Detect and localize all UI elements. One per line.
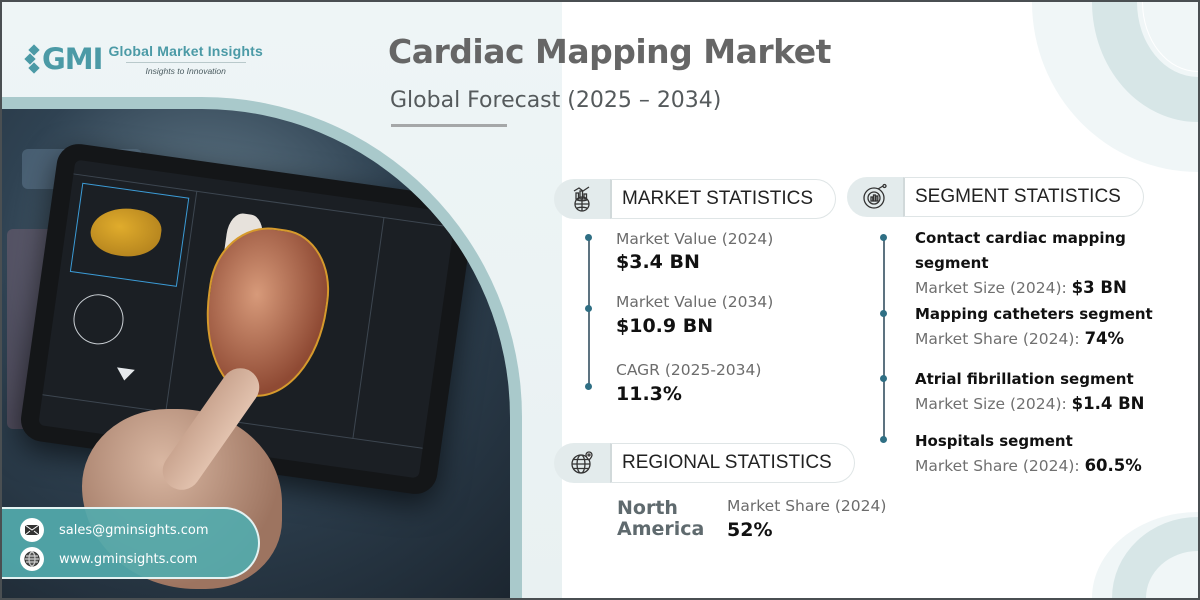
region-name: North America (617, 498, 704, 540)
segment-timeline (883, 237, 885, 442)
email-link[interactable]: sales@gminsights.com (20, 518, 209, 542)
mail-icon (20, 518, 44, 542)
page-title: Cardiac Mapping Market (388, 32, 831, 71)
cagr-label: CAGR (2025-2034) (616, 361, 762, 379)
heart-3d-model (194, 220, 338, 406)
hero-photo (2, 109, 510, 598)
market-value-2034: $10.9 BN (616, 315, 714, 337)
globe-pin-icon (554, 443, 610, 483)
gmi-logo[interactable]: GMI Global Market Insights Insights to I… (24, 42, 263, 76)
regional-statistics-header: REGIONAL STATISTICS (554, 443, 855, 483)
title-underline (391, 124, 507, 127)
market-timeline (588, 237, 590, 387)
segment-catheters-metric: Market Share (2024): 74% (915, 329, 1124, 348)
region-name-line2: America (617, 518, 705, 540)
region-name-line1: North (617, 497, 678, 519)
contact-email[interactable]: sales@gminsights.com (59, 522, 209, 538)
metric-value: $1.4 BN (1071, 394, 1145, 413)
regional-statistics-title: REGIONAL STATISTICS (610, 443, 855, 483)
segment-contact-title: Contact cardiac mapping (915, 229, 1126, 247)
metric-value: $3 BN (1071, 278, 1127, 297)
page-subtitle: Global Forecast (2025 – 2034) (390, 88, 722, 113)
segment-hospitals-title: Hospitals segment (915, 432, 1073, 450)
globe-icon (20, 547, 44, 571)
timeline-dot (585, 234, 592, 241)
metric-label: Market Size (2024): (915, 279, 1072, 297)
timeline-dot (880, 375, 887, 382)
brand-tagline: Insights to Innovation (145, 65, 226, 76)
timeline-dot (880, 436, 887, 443)
segment-hospitals-metric: Market Share (2024): 60.5% (915, 456, 1142, 475)
mini-heart-view (69, 182, 190, 287)
market-value-2034-label: Market Value (2034) (616, 293, 774, 311)
market-statistics-header: MARKET STATISTICS (554, 179, 837, 219)
metric-label: Market Share (2024): (915, 330, 1085, 348)
contact-website[interactable]: www.gminsights.com (59, 551, 198, 567)
orientation-gauge (70, 291, 127, 348)
timeline-dot (880, 234, 887, 241)
diamond-icon (24, 44, 40, 74)
segment-af-metric: Market Size (2024): $1.4 BN (915, 394, 1145, 413)
segment-contact-title-cont: segment (915, 254, 989, 272)
segment-pie-icon (847, 177, 903, 217)
region-metric-value: 52% (727, 519, 773, 541)
metric-value: 74% (1084, 329, 1125, 348)
marker-triangle (115, 367, 135, 382)
brand-name: Global Market Insights (108, 42, 263, 59)
logo-letters: GMI (42, 42, 103, 76)
market-value-2024-label: Market Value (2024) (616, 230, 774, 248)
globe-chart-icon (554, 179, 610, 219)
metric-label: Market Share (2024): (915, 457, 1085, 475)
segment-statistics-header: SEGMENT STATISTICS (847, 177, 1144, 217)
segment-catheters-title: Mapping catheters segment (915, 305, 1153, 323)
metric-value: 60.5% (1084, 456, 1142, 475)
website-link[interactable]: www.gminsights.com (20, 547, 197, 571)
segment-statistics-title: SEGMENT STATISTICS (903, 177, 1144, 217)
logo-text: Global Market Insights Insights to Innov… (108, 43, 263, 76)
timeline-dot (585, 305, 592, 312)
segment-af-title: Atrial fibrillation segment (915, 370, 1134, 388)
logo-mark: GMI (24, 42, 103, 76)
cardiac-map-screen (38, 159, 456, 479)
logo-divider (125, 61, 246, 63)
metric-label: Market Size (2024): (915, 395, 1072, 413)
timeline-dot (880, 310, 887, 317)
market-statistics-title: MARKET STATISTICS (610, 179, 837, 219)
market-value-2024: $3.4 BN (616, 251, 700, 273)
decor-ring (1112, 517, 1198, 598)
timeline-dot (585, 383, 592, 390)
region-metric-label: Market Share (2024) (727, 497, 887, 515)
contact-panel: sales@gminsights.com www.gminsights.com (2, 507, 260, 579)
segment-contact-metric: Market Size (2024): $3 BN (915, 278, 1127, 297)
cagr-value: 11.3% (616, 383, 682, 405)
